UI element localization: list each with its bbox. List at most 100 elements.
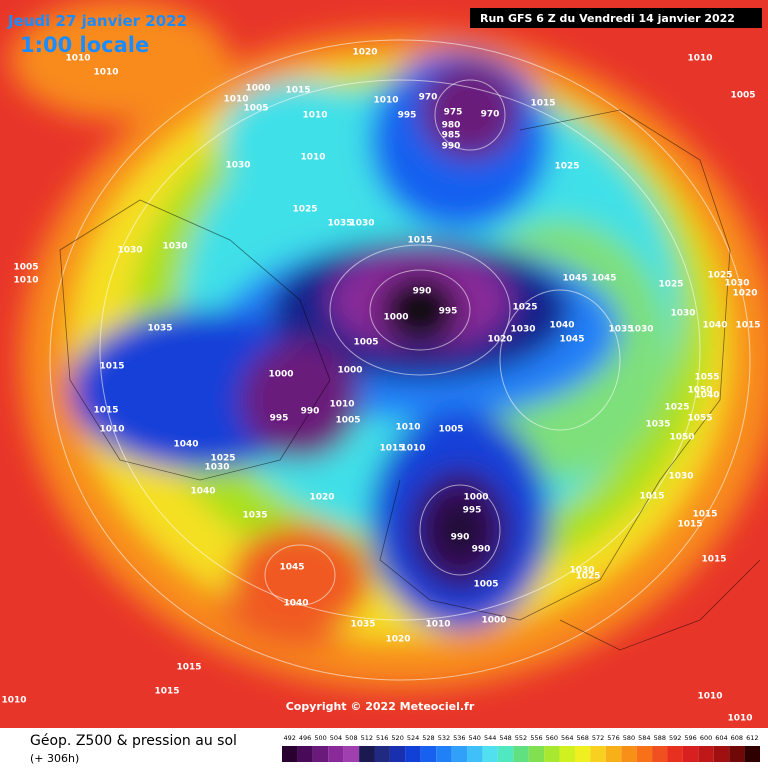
scale-swatch [744,746,760,762]
scale-swatch [482,746,498,762]
isobar-label: 1050 [669,433,694,443]
isobar-label: 1015 [379,444,404,454]
isobar-label: 990 [442,142,461,152]
isobar-label: 1000 [337,366,362,376]
isobar-label: 975 [444,108,463,118]
scale-label: 540 [469,734,481,742]
scale-label: 612 [746,734,758,742]
isobar-label: 1020 [352,48,377,58]
isobar-label: 1015 [639,492,664,502]
isobar-label: 970 [481,110,500,120]
isobar-label: 1010 [302,111,327,121]
scale-swatch [713,746,730,762]
isobar-label: 1010 [425,620,450,630]
scale-swatch [559,746,575,762]
isobar-label: 1025 [292,205,317,215]
copyright: Copyright © 2022 Meteociel.fr [286,700,475,713]
scale-label: 552 [515,734,527,742]
isobar-label: 1020 [309,493,334,503]
isobar-label: 995 [270,414,289,424]
isobar-label: 1005 [353,338,378,348]
isobar-label: 1030 [204,463,229,473]
isobar-label: 995 [463,506,482,516]
scale-swatch [451,746,468,762]
isobar-label: 1000 [268,370,293,380]
isobar-label: 1035 [608,325,633,335]
isobar-label: 1035 [645,420,670,430]
isobar-label: 1040 [549,321,574,331]
scale-label: 528 [422,734,434,742]
scale-swatch [636,746,653,762]
scale-label: 536 [453,734,465,742]
isobar-label: 1010 [223,95,248,105]
scale-label: 560 [546,734,558,742]
scale-swatch [621,746,637,762]
isobar-label: 1025 [658,280,683,290]
isobar-label: 1020 [732,289,757,299]
scale-swatch [312,746,329,762]
isobar-label: 1005 [473,580,498,590]
scale-swatch [297,746,313,762]
scale-label: 556 [530,734,542,742]
isobar-label: 1000 [245,84,270,94]
isobar-label: 995 [398,111,417,121]
scale-swatch [420,746,437,762]
isobar-label: 1010 [727,714,752,724]
isobar-label: 1025 [554,162,579,172]
scale-label: 504 [330,734,342,742]
isobar-label: 1015 [176,663,201,673]
isobar-label: 970 [419,93,438,103]
scale-swatch [729,746,745,762]
isobar-label: 1015 [407,236,432,246]
isobar-label: 1015 [692,510,717,520]
isobar-label: 985 [442,131,461,141]
scale-swatch [605,746,622,762]
scale-label: 508 [345,734,357,742]
isobar-label: 1040 [694,391,719,401]
local-time: 1:00 locale [20,33,149,57]
isobar-label: 1030 [724,279,749,289]
isobar-label: 990 [472,545,491,555]
isobar-label: 990 [413,287,432,297]
isobar-label: 1015 [154,687,179,697]
isobar-label: 1010 [93,68,118,78]
isobar-label: 1010 [697,692,722,702]
isobar-label: 1040 [283,599,308,609]
isobar-label: 1045 [562,274,587,284]
isobar-label: 1040 [190,487,215,497]
geopotential-field [0,0,768,728]
isobar-label: 1035 [147,324,172,334]
scale-label: 544 [484,734,496,742]
forecast-lead: (+ 306h) [30,752,79,765]
isobar-label: 1035 [350,620,375,630]
isobar-label: 1055 [694,373,719,383]
isobar-label: 990 [451,533,470,543]
isobar-label: 1010 [1,696,26,706]
isobar-label: 1030 [668,472,693,482]
scale-label: 532 [438,734,450,742]
isobar-label: 995 [439,307,458,317]
isobar-label: 1025 [707,271,732,281]
isobar-label: 1045 [279,563,304,573]
isobar-label: 1010 [400,444,425,454]
scale-swatch [282,746,298,762]
scale-label: 564 [561,734,573,742]
isobar-label: 1005 [13,263,38,273]
isobar-label: 1025 [512,303,537,313]
isobar-label: 1030 [569,566,594,576]
scale-label: 600 [700,734,712,742]
scale-swatch [590,746,606,762]
isobar-label: 1025 [210,454,235,464]
scale-swatch [328,746,344,762]
scale-label: 584 [638,734,650,742]
isobar-label: 1030 [225,161,250,171]
scale-label: 548 [499,734,511,742]
isobar-label: 980 [442,121,461,131]
isobar-label: 1010 [300,153,325,163]
isobar-label: 1055 [687,414,712,424]
scale-label: 608 [731,734,743,742]
isobar-label: 1015 [285,86,310,96]
isobar-label: 1030 [628,325,653,335]
isobar-label: 1005 [335,416,360,426]
